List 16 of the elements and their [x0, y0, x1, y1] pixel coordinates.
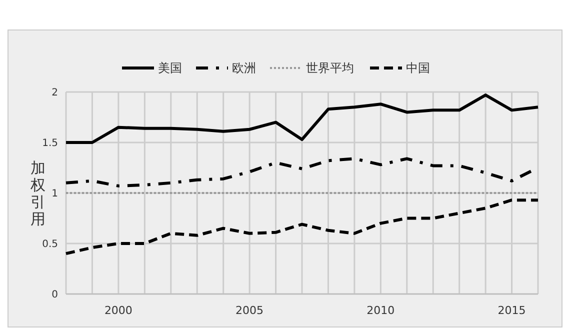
- y-tick-label: 0: [52, 290, 58, 300]
- legend-label: 美国: [158, 61, 182, 76]
- y-axis-title: 加权引用: [30, 158, 46, 228]
- y-tick-label: 1: [52, 188, 58, 200]
- legend-label: 世界平均: [306, 61, 354, 76]
- x-tick-label: 2015: [498, 304, 526, 317]
- y-tick-label: 2: [52, 88, 58, 98]
- x-tick-label: 2000: [104, 304, 132, 317]
- y-tick-label: 0.5: [42, 239, 58, 250]
- legend-label: 中国: [406, 61, 430, 76]
- x-tick-label: 2005: [236, 304, 264, 317]
- line-series: [64, 198, 540, 256]
- line-series: [64, 94, 540, 144]
- legend-label: 欧洲: [232, 61, 256, 76]
- y-tick-label: 1.5: [42, 138, 58, 149]
- x-tick-label: 2010: [366, 304, 395, 317]
